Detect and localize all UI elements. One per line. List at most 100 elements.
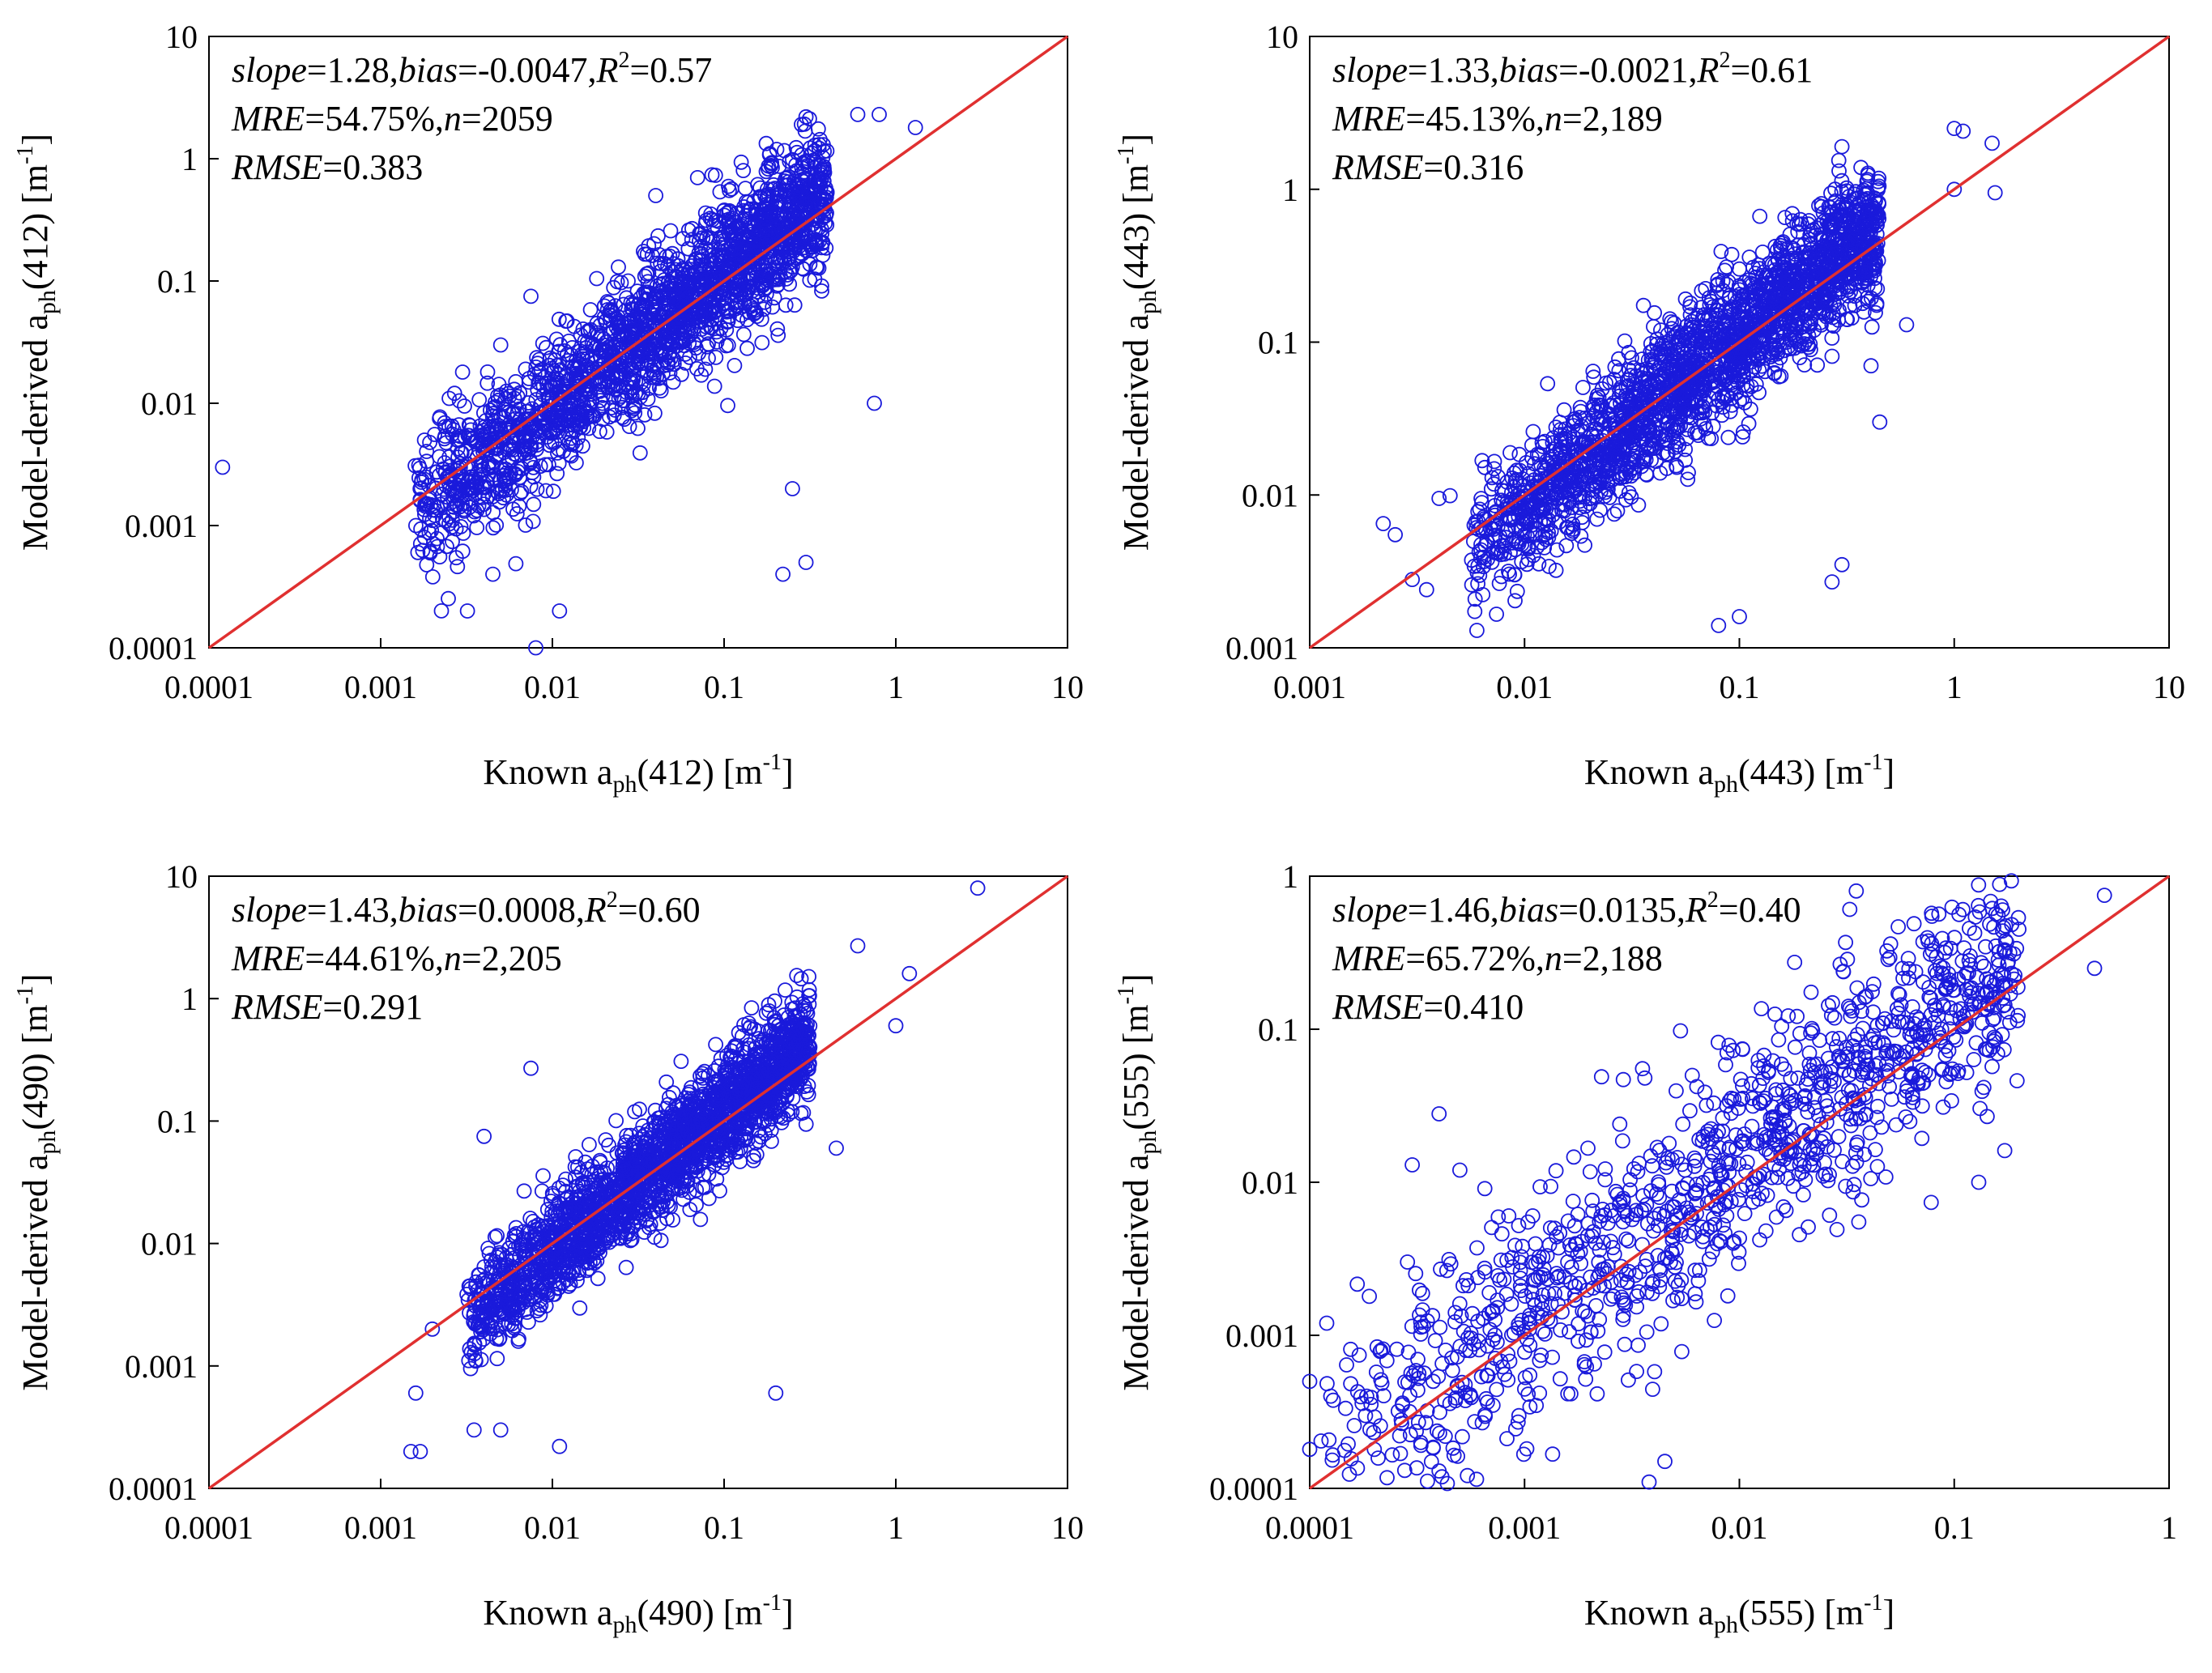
data-point — [706, 378, 722, 394]
data-point — [697, 205, 714, 221]
stat-mre: =54.75%, — [305, 99, 443, 138]
data-point — [684, 232, 700, 248]
data-point — [782, 276, 797, 292]
x-tick-label: 0.001 — [344, 1509, 417, 1546]
data-point — [613, 275, 629, 291]
data-point — [448, 550, 464, 566]
data-point — [1809, 357, 1826, 373]
data-point — [656, 272, 672, 288]
data-point — [446, 385, 462, 402]
data-point — [1486, 461, 1502, 477]
x-tick-label: 0.0001 — [164, 669, 254, 705]
data-point — [454, 364, 471, 380]
data-point — [592, 424, 607, 440]
stat-n: =2059 — [462, 99, 553, 138]
data-point — [748, 269, 765, 285]
data-point — [496, 467, 512, 483]
data-point — [1464, 577, 1480, 593]
data-point — [681, 309, 697, 326]
scatter-panel-3: 0.0001 0.001 0.01 0.1 1 100.00010.0010.010.11… — [13, 858, 1084, 1638]
data-point — [807, 137, 823, 153]
data-point — [596, 331, 612, 347]
data-point — [511, 498, 527, 514]
xlabel-sub: ph — [1714, 771, 1738, 798]
data-point — [818, 240, 834, 256]
data-point — [708, 349, 724, 365]
data-point — [549, 466, 565, 482]
data-point — [708, 1037, 723, 1053]
data-point — [669, 290, 685, 305]
data-point — [697, 361, 714, 377]
x-tick-label: 0.001 — [1273, 669, 1346, 705]
stats-line-1: slope=1.28,bias=-0.0047,R2=0.57 — [232, 48, 712, 90]
data-point — [510, 464, 526, 479]
data-point — [1609, 503, 1626, 519]
data-point — [599, 294, 616, 309]
scatter-points — [1375, 121, 2003, 638]
data-point — [658, 249, 675, 265]
x-tick-label: 0.1 — [704, 669, 744, 705]
data-point — [727, 357, 743, 373]
data-point — [665, 374, 681, 390]
data-point — [739, 340, 755, 356]
data-point — [716, 202, 732, 219]
data-point — [647, 405, 663, 421]
data-point — [455, 526, 471, 541]
data-point — [513, 417, 529, 432]
data-point — [1489, 607, 1504, 622]
data-point — [611, 259, 626, 275]
data-point — [740, 194, 756, 211]
ylabel-sub: ph — [34, 290, 61, 314]
x-tick-label: 0.1 — [704, 1509, 744, 1546]
data-point — [695, 230, 711, 246]
data-point — [680, 222, 697, 238]
data-point — [1635, 450, 1652, 466]
data-point — [733, 154, 749, 170]
data-point — [772, 193, 788, 209]
xlabel-prefix: Known — [1584, 752, 1698, 792]
data-point — [748, 309, 765, 325]
data-point — [1418, 581, 1434, 598]
data-point — [779, 225, 795, 241]
data-point — [445, 482, 460, 498]
xlabel-prefix: Known — [483, 752, 597, 792]
data-point — [1589, 511, 1605, 527]
stat-slope-key: slope — [1332, 50, 1408, 90]
data-point — [485, 520, 501, 536]
data-point — [728, 287, 744, 304]
data-point — [543, 404, 560, 420]
data-point — [485, 566, 501, 582]
x-tick-label: 0.001 — [344, 669, 417, 705]
data-point — [495, 431, 511, 446]
xlabel-end: ] — [1882, 752, 1894, 792]
data-point — [627, 405, 643, 421]
data-point — [708, 212, 724, 228]
x-tick-label: 10 — [1051, 1509, 1084, 1546]
data-point — [791, 217, 807, 233]
data-point — [597, 338, 613, 353]
data-point — [803, 187, 818, 203]
data-point — [628, 373, 644, 390]
x-tick-label: 0.01 — [1496, 669, 1553, 705]
ylabel-sup: -1 — [13, 146, 38, 164]
data-point — [424, 569, 441, 585]
data-point — [620, 273, 636, 289]
scatter-panel-1: 0.0001 0.001 0.01 0.1 1 100.00010.0010.010.11… — [13, 19, 1084, 798]
stat-r2-key: R — [1697, 50, 1720, 90]
data-point — [508, 556, 524, 572]
xlabel-sup: -1 — [763, 750, 782, 775]
data-point — [741, 304, 757, 321]
data-point — [1647, 304, 1662, 321]
data-point — [658, 290, 675, 306]
data-point — [641, 345, 658, 361]
data-point — [552, 414, 569, 430]
data-point — [693, 266, 709, 281]
data-point — [441, 516, 457, 532]
data-point — [1635, 297, 1652, 313]
data-point — [765, 299, 781, 315]
data-point — [1575, 380, 1591, 395]
data-point — [416, 432, 433, 448]
data-point — [760, 187, 775, 203]
y-tick-label: 0.0001 — [109, 630, 198, 666]
